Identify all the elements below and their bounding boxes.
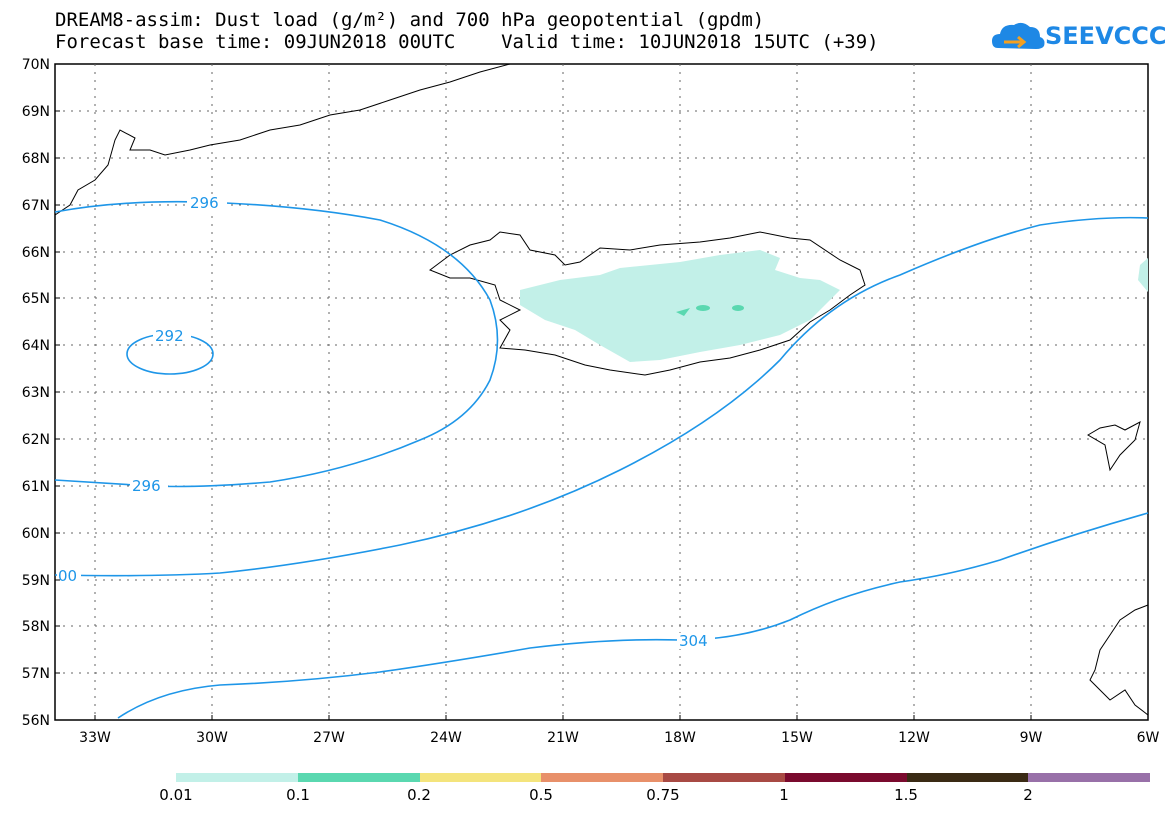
- lat-label: 59N: [22, 573, 50, 589]
- map-frame: [54, 63, 1149, 721]
- contour-label-292: 292: [155, 327, 184, 345]
- colorbar-segment: [663, 773, 785, 782]
- colorbar-segment: [541, 773, 663, 782]
- colorbar-label: 0.01: [159, 786, 193, 804]
- lon-label: 15W: [781, 730, 813, 746]
- lon-label: 18W: [664, 730, 696, 746]
- colorbar-label: 0.1: [286, 786, 310, 804]
- map-title: DREAM8-assim: Dust load (g/m²) and 700 h…: [55, 9, 765, 31]
- cloud-icon: [992, 22, 1045, 49]
- graticule: [55, 64, 1148, 720]
- lat-label: 68N: [22, 151, 50, 167]
- contour-label-296-top: 296: [190, 194, 219, 212]
- colorbar-segment: [297, 773, 420, 782]
- lon-label: 21W: [547, 730, 579, 746]
- lat-label: 64N: [22, 338, 50, 354]
- colorbar-segment: [906, 773, 1029, 782]
- lat-label: 66N: [22, 245, 50, 261]
- east-dust-area: [1138, 258, 1148, 292]
- lat-label: 61N: [22, 479, 50, 495]
- lat-label: 65N: [22, 291, 50, 307]
- lat-label: 70N: [22, 57, 50, 73]
- iceland-dust-patch: [696, 305, 710, 311]
- lat-label: 60N: [22, 526, 50, 542]
- map-subtitle: Forecast base time: 09JUN2018 00UTC Vali…: [55, 31, 879, 53]
- axis-ticks: [55, 110, 1032, 720]
- colorbar-label: 1.5: [894, 786, 918, 804]
- lon-label: 33W: [79, 730, 111, 746]
- contour-300: [54, 216, 1149, 577]
- lat-label: 67N: [22, 198, 50, 214]
- contour-label-296-bottom: 296: [132, 477, 161, 495]
- geopotential-contours: [54, 200, 1149, 719]
- iceland-dust-area: [520, 250, 840, 362]
- lon-label: 12W: [898, 730, 930, 746]
- colorbar-label: 0.75: [646, 786, 680, 804]
- colorbar-label: 2: [1023, 786, 1033, 804]
- lon-label: 6W: [1137, 730, 1160, 746]
- faroe-coastline: [1087, 421, 1141, 472]
- iceland-coastline: [428, 231, 866, 376]
- contour-296-north: [54, 200, 499, 488]
- lon-label: 30W: [196, 730, 228, 746]
- colorbar-segment: [784, 773, 907, 782]
- lat-label: 57N: [22, 666, 50, 682]
- colorbar-segment: [1028, 773, 1150, 782]
- lat-label: 69N: [22, 104, 50, 120]
- colorbar: [176, 773, 1150, 782]
- colorbar-label: 0.5: [529, 786, 553, 804]
- logo-text: SEEVCCC: [1045, 22, 1167, 50]
- lon-label: 9W: [1020, 730, 1043, 746]
- colorbar-segment: [176, 773, 298, 782]
- colorbar-label: 1: [779, 786, 789, 804]
- colorbar-label: 0.2: [407, 786, 431, 804]
- contour-label-304: 304: [679, 632, 708, 650]
- iceland-dust-patch: [676, 308, 690, 316]
- lon-label: 24W: [430, 730, 462, 746]
- iceland-dust-patch: [732, 305, 744, 311]
- colorbar-segment: [419, 773, 542, 782]
- scotland-coastline: [1089, 604, 1149, 716]
- lat-label: 63N: [22, 385, 50, 401]
- lat-label: 62N: [22, 432, 50, 448]
- lat-label: 58N: [22, 619, 50, 635]
- lat-label: 56N: [22, 713, 50, 729]
- lon-label: 27W: [313, 730, 345, 746]
- greenland-coastline: [54, 63, 511, 216]
- contour-label-300: 00: [58, 567, 77, 585]
- contour-304: [117, 512, 1149, 719]
